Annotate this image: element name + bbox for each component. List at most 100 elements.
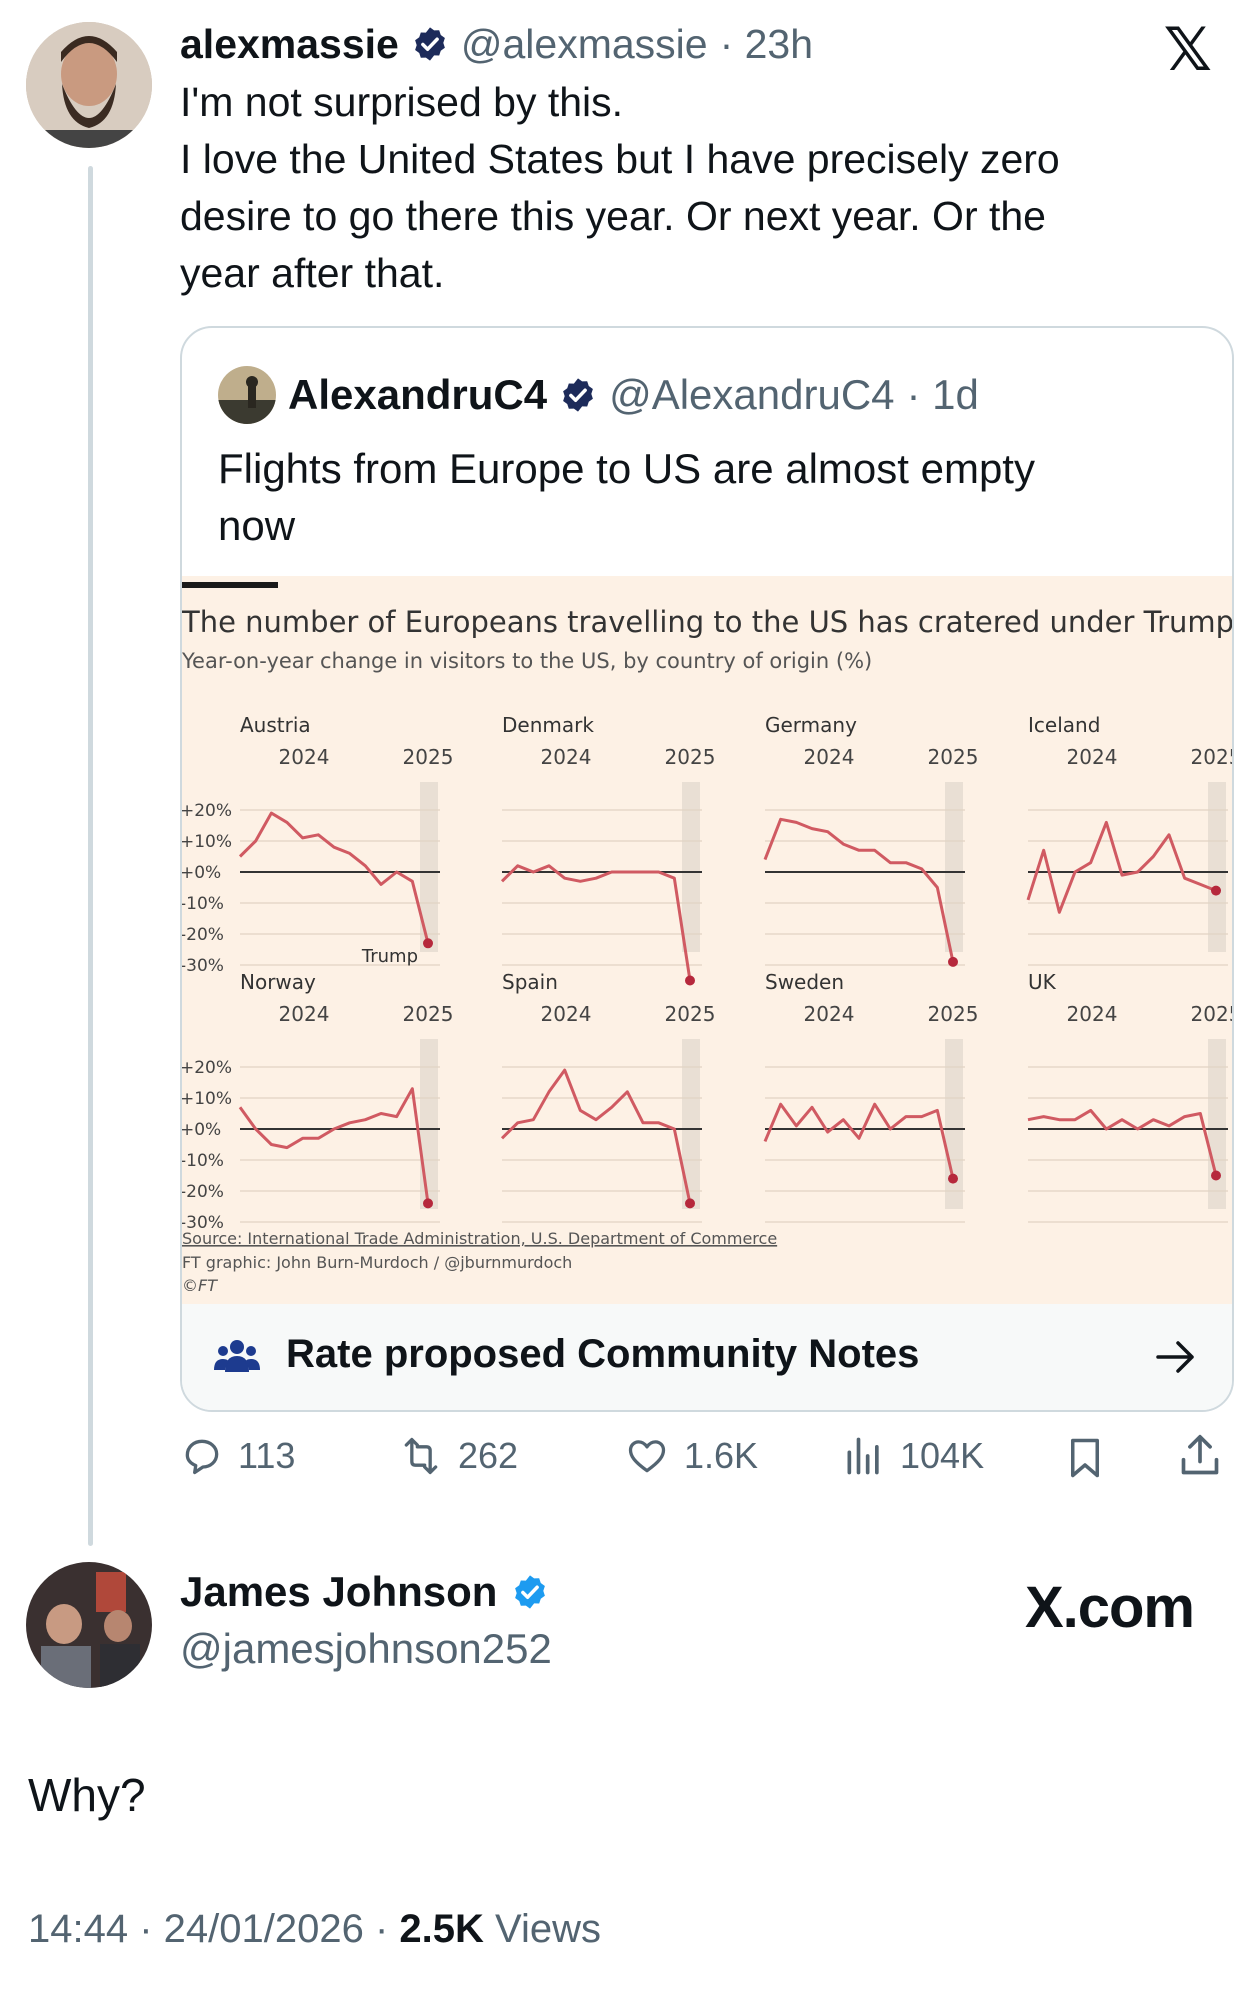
y-tick-label: +20% (182, 801, 232, 821)
y-tick-label: -20% (182, 925, 224, 945)
tweet-action-bar: 113 262 1.6K 104K (180, 1420, 1230, 1500)
tweet-text: I'm not surprised by this. I love the Un… (180, 74, 1180, 302)
like-button[interactable]: 1.6K (624, 1434, 758, 1478)
community-people-icon (214, 1340, 260, 1372)
panel-label: Sweden (765, 970, 844, 994)
trump-period-band (945, 782, 963, 952)
ft-title-bar (182, 582, 278, 588)
like-count: 1.6K (684, 1435, 759, 1476)
view-count: 104K (900, 1435, 985, 1476)
x-tick-label: 2025 (665, 745, 716, 769)
reply-button[interactable]: 113 (180, 1434, 295, 1478)
x-tick-label: 2024 (279, 745, 330, 769)
panel-label: Spain (502, 970, 558, 994)
quoted-tweet-card[interactable]: AlexandruC4 @AlexandruC4 · 1d Flights fr… (180, 326, 1234, 1412)
tweet-metadata: 14:44 · 24/01/2026 · 2.5K Views (28, 1907, 601, 1952)
author-name[interactable]: alexmassie (180, 20, 399, 67)
chart-image[interactable]: The number of Europeans travelling to th… (182, 576, 1232, 1304)
series-line-denmark (500, 864, 692, 981)
avatar-alexmassie[interactable] (26, 22, 152, 148)
series-line-spain (500, 1068, 692, 1204)
y-tick-label: +10% (182, 832, 232, 852)
x-logo-icon: 𝕏 (1163, 16, 1212, 83)
y-tick-label: -20% (182, 1182, 224, 1202)
share-icon[interactable] (1178, 1432, 1222, 1480)
quote-text: Flights from Europe to US are almost emp… (218, 440, 1035, 554)
tweet-line: I love the United States but I have prec… (180, 136, 1060, 182)
series-line-austria (238, 811, 430, 944)
verified-badge-icon (414, 27, 445, 61)
panel-label: Germany (765, 713, 857, 737)
quote-author-handle[interactable]: @AlexandruC4 (609, 371, 895, 418)
reply-count: 113 (238, 1435, 296, 1476)
bookmark-icon[interactable] (1064, 1434, 1106, 1482)
series-endpoint (948, 956, 958, 967)
reply-text: Why? (28, 1769, 146, 1821)
chart-copyright: ©FT (182, 1276, 218, 1295)
y-tick-label: -30% (182, 956, 224, 976)
y-tick-label: +0% (182, 863, 221, 883)
y-tick-label: -10% (182, 894, 224, 914)
panel-label: Austria (240, 713, 311, 737)
avatar-jamesjohnson[interactable] (26, 1562, 152, 1688)
panel-label: Denmark (502, 713, 594, 737)
tweet-line: year after that. (180, 250, 445, 296)
quote-author-name[interactable]: AlexandruC4 (288, 371, 548, 418)
trump-period-band (682, 1039, 700, 1209)
arrow-right-icon[interactable] (1156, 1340, 1196, 1374)
x-tick-label: 2025 (403, 1002, 454, 1026)
series-endpoint (423, 938, 433, 949)
x-tick-label: 2024 (1067, 745, 1118, 769)
x-tick-label: 2025 (403, 745, 454, 769)
timestamp[interactable]: 14:44 · 24/01/2026 · (28, 1907, 400, 1951)
tweet-time[interactable]: · 23h (719, 20, 814, 67)
community-notes-bar[interactable]: Rate proposed Community Notes (182, 1304, 1232, 1410)
y-tick-label: +0% (182, 1120, 221, 1140)
repost-count: 262 (458, 1435, 519, 1476)
series-endpoint (948, 1173, 958, 1184)
like-icon (628, 1440, 666, 1473)
trump-period-band (682, 782, 700, 952)
series-line-iceland (1026, 820, 1217, 914)
series-line-norway (238, 1087, 430, 1204)
y-tick-label: +10% (182, 1089, 232, 1109)
series-line-sweden (763, 1102, 955, 1179)
x-tick-label: 2024 (804, 745, 855, 769)
trump-period-band (420, 782, 438, 952)
x-tick-label: 2025 (928, 745, 979, 769)
series-line-germany (763, 817, 955, 963)
x-tick-label: 2025 (1191, 1002, 1232, 1026)
thread-connector-line (88, 166, 93, 1546)
quote-line: now (218, 502, 296, 549)
y-tick-label: +20% (182, 1058, 232, 1078)
trump-period-band (945, 1039, 963, 1209)
views-count: 2.5K (399, 1907, 484, 1951)
x-tick-label: 2024 (1067, 1002, 1118, 1026)
trump-period-band (420, 1039, 438, 1209)
repost-icon (404, 1437, 438, 1475)
x-com-brand: X.com (1024, 1575, 1195, 1640)
tweet-line: I'm not surprised by this. (180, 79, 624, 125)
x-tick-label: 2024 (279, 1002, 330, 1026)
y-tick-label: -30% (182, 1213, 224, 1233)
community-notes-label[interactable]: Rate proposed Community Notes (286, 1332, 920, 1376)
quote-line: Flights from Europe to US are almost emp… (218, 445, 1035, 492)
series-endpoint (1211, 1170, 1221, 1181)
repost-button[interactable]: 262 (398, 1434, 518, 1478)
panel-label: Iceland (1028, 713, 1100, 737)
x-tick-label: 2024 (804, 1002, 855, 1026)
chart-source: Source: International Trade Administrati… (182, 1229, 777, 1248)
y-tick-label: -10% (182, 1151, 224, 1171)
trump-period-band (1208, 1039, 1226, 1209)
chart-subtitle: Year-on-year change in visitors to the U… (182, 649, 872, 673)
series-line-uk (1027, 1108, 1218, 1176)
author-handle[interactable]: @alexmassie (460, 20, 708, 67)
panel-label: Norway (240, 970, 316, 994)
quote-time[interactable]: · 1d (906, 371, 979, 418)
reply-author-handle[interactable]: @jamesjohnson252 (180, 1625, 552, 1672)
views-button[interactable]: 104K (842, 1434, 984, 1478)
x-tick-label: 2025 (665, 1002, 716, 1026)
x-tick-label: 2024 (541, 1002, 592, 1026)
avatar-alexandruc4[interactable] (218, 366, 276, 424)
reply-author-name[interactable]: James Johnson (180, 1568, 498, 1615)
